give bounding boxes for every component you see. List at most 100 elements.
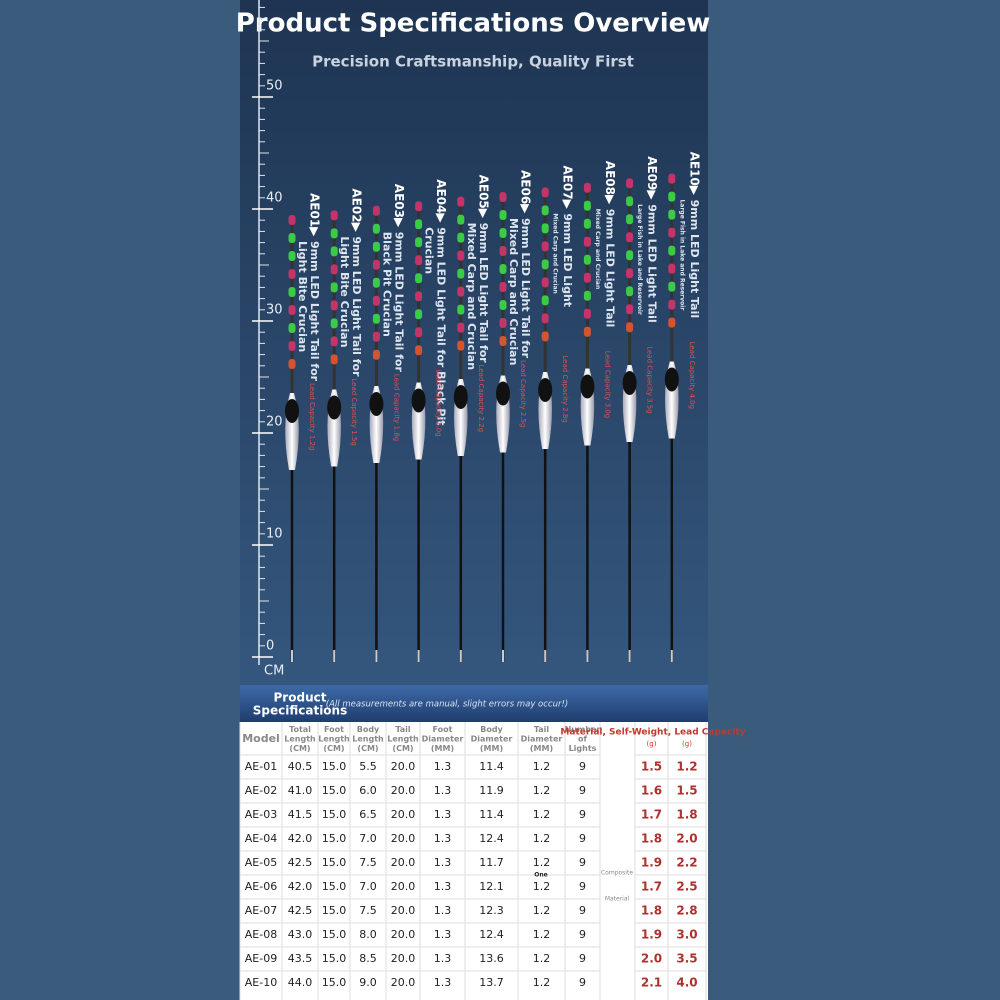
table-note: (All measurements are manual, slight err…	[326, 700, 568, 710]
cell: 15.0	[322, 808, 347, 821]
float-lead: Lead Capacity 1.5g	[350, 378, 358, 445]
cell: 13.6	[479, 952, 504, 965]
float-light	[668, 299, 676, 310]
cell: 6.5	[359, 808, 377, 821]
float-light	[372, 331, 380, 342]
float-lead: Lead Capacity 4.0g	[688, 342, 696, 409]
float-light	[626, 286, 634, 297]
float-light	[457, 286, 465, 297]
float-light	[372, 313, 380, 324]
float-light	[415, 255, 423, 266]
cell: 2.5	[676, 880, 697, 894]
float-light	[415, 291, 423, 302]
float-model: AE07▶	[561, 165, 575, 209]
float-light	[499, 264, 507, 274]
cell: 41.0	[288, 784, 313, 797]
float-desc: 9mm LED Light Tail for	[519, 218, 532, 359]
cell: 20.0	[391, 952, 416, 965]
float-shoulder	[411, 388, 426, 413]
float-light	[457, 232, 465, 243]
cell: AE-06	[245, 880, 277, 893]
cell: 20.0	[391, 784, 416, 797]
float-lead: Lead Capacity 1.8g	[392, 374, 400, 441]
float-light	[583, 200, 591, 211]
cell: AE-07	[245, 904, 277, 917]
col-header: Total Length (CM)	[284, 725, 316, 753]
cell: 1.6	[641, 784, 662, 798]
float-shoulder	[580, 374, 595, 399]
cell: 1.3	[434, 928, 452, 941]
float-light	[626, 232, 634, 243]
float-light	[668, 191, 676, 202]
cell: 2.0	[641, 952, 662, 966]
float-light	[541, 277, 549, 288]
float-light	[499, 336, 507, 346]
float-light	[457, 250, 465, 261]
float-light	[372, 349, 380, 360]
cell: 20.0	[391, 880, 416, 893]
float-desc: 9mm LED Light Tail for	[308, 241, 321, 382]
float-light	[288, 359, 296, 369]
float-light	[626, 196, 634, 207]
float-light	[499, 210, 507, 220]
cell: 1.3	[434, 904, 452, 917]
cell: 15.0	[322, 928, 347, 941]
float-light	[288, 287, 296, 297]
cell: 20.0	[391, 808, 416, 821]
float-lead: Lead Capacity 3.0g	[603, 351, 611, 418]
float-lead: Lead Capacity 1.2g	[308, 383, 316, 450]
cell: 12.4	[479, 832, 504, 845]
table-band	[240, 685, 708, 722]
float-light	[330, 336, 338, 347]
float-light	[626, 178, 634, 189]
cell: 1.2	[533, 976, 551, 989]
cell: 12.3	[479, 904, 504, 917]
cell: 7.5	[359, 904, 377, 917]
cell: 15.0	[322, 976, 347, 989]
col-header: Foot Diameter (MM)	[422, 725, 464, 753]
cell: 1.2	[533, 784, 551, 797]
unit: (g)	[647, 740, 657, 748]
float-light	[668, 209, 676, 220]
ruler-label: 10	[266, 527, 283, 542]
float-desc: Mixed Carp and Crucian	[552, 213, 559, 293]
float-light	[372, 205, 380, 216]
material: One	[534, 872, 547, 879]
cell: 9	[579, 976, 586, 989]
float-light	[288, 215, 296, 225]
col-header: Tail Diameter (MM)	[521, 725, 563, 753]
cell: 1.3	[434, 952, 452, 965]
cell: 1.2	[533, 928, 551, 941]
cell: 5.5	[359, 760, 377, 773]
cell: 15.0	[322, 904, 347, 917]
float-desc: 9mm LED Light Tail	[688, 200, 701, 319]
float-desc: Mixed Carp and Crucian	[594, 209, 601, 289]
float-light	[457, 268, 465, 279]
float-desc: Large Fish in Lake and Reservoir	[678, 200, 685, 311]
cell: 1.8	[641, 832, 662, 846]
cell: 1.2	[533, 952, 551, 965]
float-light	[415, 219, 423, 230]
cell: 7.5	[359, 856, 377, 869]
cell: 41.5	[288, 808, 313, 821]
float-lead: Lead Capacity 2.2g	[477, 365, 485, 432]
float-desc: 9mm LED Light Tail for	[477, 223, 490, 364]
float-shoulder	[369, 392, 384, 416]
float-light	[499, 318, 507, 328]
float-desc: Black Pit Crucian	[380, 232, 393, 337]
col-header: Number of Lights	[565, 725, 601, 753]
float-light	[541, 295, 549, 306]
table-title: Specifications	[253, 704, 347, 718]
cell: 9	[579, 832, 586, 845]
cell: 1.9	[641, 928, 662, 942]
float-light	[372, 295, 380, 306]
float-light	[288, 305, 296, 315]
float-light	[330, 246, 338, 257]
cell: 7.0	[359, 832, 377, 845]
float-label: AE04▶ 9mm LED Light Tail for Black PitCru…	[423, 179, 449, 436]
float-desc: 9mm LED Light Tail for	[392, 232, 405, 373]
